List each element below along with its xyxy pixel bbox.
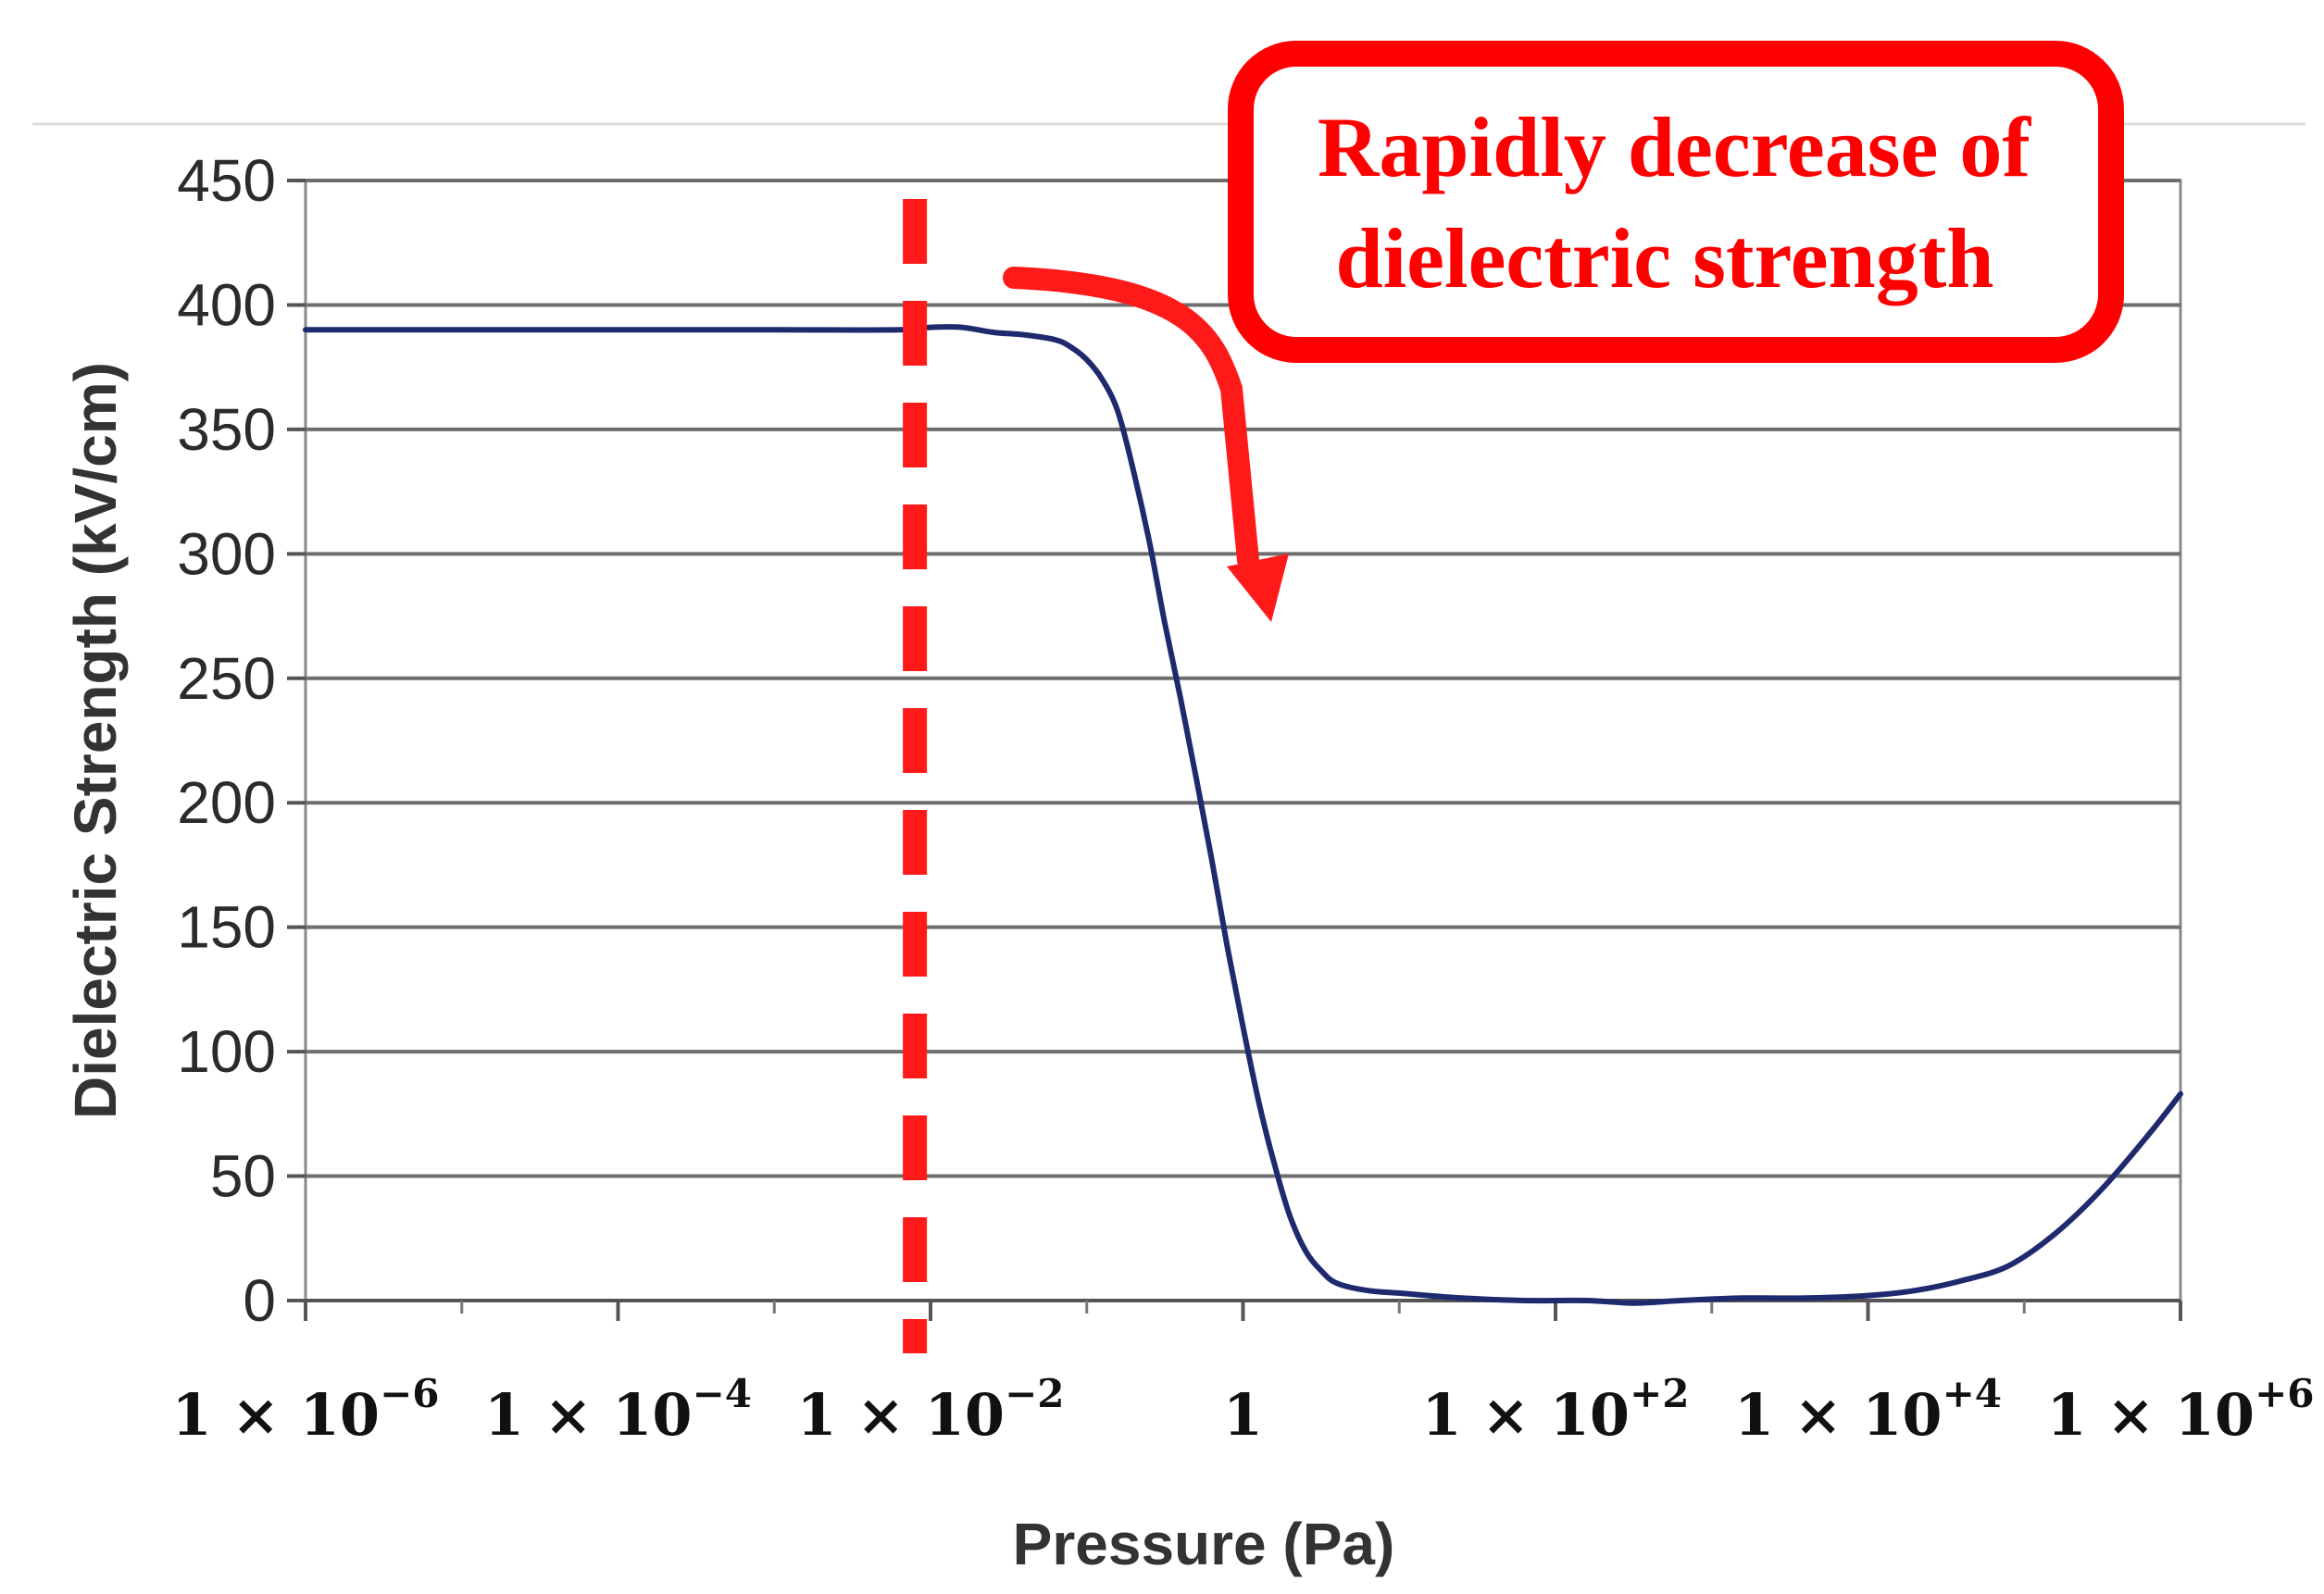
- y-tick-label: 350: [177, 396, 276, 463]
- series-layer: [303, 324, 2183, 1306]
- x-axis: 1 × 10−6 1 × 10−4 1 × 10−2 1 1 × 10+2 1 × 10+…: [172, 1301, 2315, 1449]
- decrease-arrow-shaft: [1003, 267, 1259, 571]
- x-tick-label: 1 × 10+6: [2047, 1371, 2315, 1449]
- x-tick-exponent: −2: [1005, 1371, 1064, 1416]
- x-tick-mantissa: 1 × 10: [1734, 1381, 1943, 1449]
- annotation-box: [1228, 41, 2124, 363]
- x-tick-label: 1 × 10−2: [797, 1371, 1065, 1449]
- x-tick-mantissa: 1 × 10: [797, 1381, 1006, 1449]
- x-tick-mantissa: 1 × 10: [484, 1381, 693, 1449]
- series-line-dielectric-strength: [303, 324, 2183, 1306]
- y-tick-label: 200: [177, 769, 276, 836]
- x-tick-label: 1: [1223, 1381, 1263, 1449]
- x-tick-exponent: −4: [693, 1371, 752, 1416]
- x-tick-exponent: +6: [2255, 1371, 2314, 1416]
- x-tick-mantissa: 1 × 10: [2047, 1381, 2255, 1449]
- annotation-line-2: dielectric strength: [1335, 211, 1993, 305]
- y-tick-label: 450: [177, 147, 276, 214]
- x-tick-label: 1 × 10−4: [484, 1371, 752, 1449]
- y-axis-title: Dielectric Strength (kV/cm): [62, 362, 129, 1119]
- y-tick-label: 50: [210, 1143, 276, 1210]
- y-tick-label: 150: [177, 894, 276, 961]
- x-axis-title: Pressure (Pa): [1013, 1511, 1395, 1577]
- x-tick-label: 1 × 10+4: [1734, 1371, 2002, 1449]
- y-tick-label: 250: [177, 645, 276, 712]
- y-axis: 0 50 100 150 200 250 300 350 400 450: [177, 147, 306, 1334]
- x-tick-mantissa: 1: [1223, 1381, 1263, 1449]
- decrease-arrow-head: [1227, 554, 1289, 622]
- x-tick-exponent: +4: [1943, 1371, 2002, 1416]
- x-tick-label: 1 × 10+2: [1422, 1371, 1690, 1449]
- y-tick-label: 100: [177, 1018, 276, 1085]
- x-tick-label: 1 × 10−6: [172, 1371, 440, 1449]
- y-tick-label: 0: [243, 1267, 276, 1334]
- x-tick-exponent: +2: [1630, 1371, 1689, 1416]
- annotation-line-1: Rapidly decrease of: [1318, 100, 2031, 194]
- x-tick-mantissa: 1 × 10: [1422, 1381, 1631, 1449]
- x-tick-mantissa: 1 × 10: [172, 1381, 381, 1449]
- y-tick-label: 400: [177, 271, 276, 338]
- x-tick-exponent: −6: [380, 1371, 439, 1416]
- y-tick-label: 300: [177, 520, 276, 587]
